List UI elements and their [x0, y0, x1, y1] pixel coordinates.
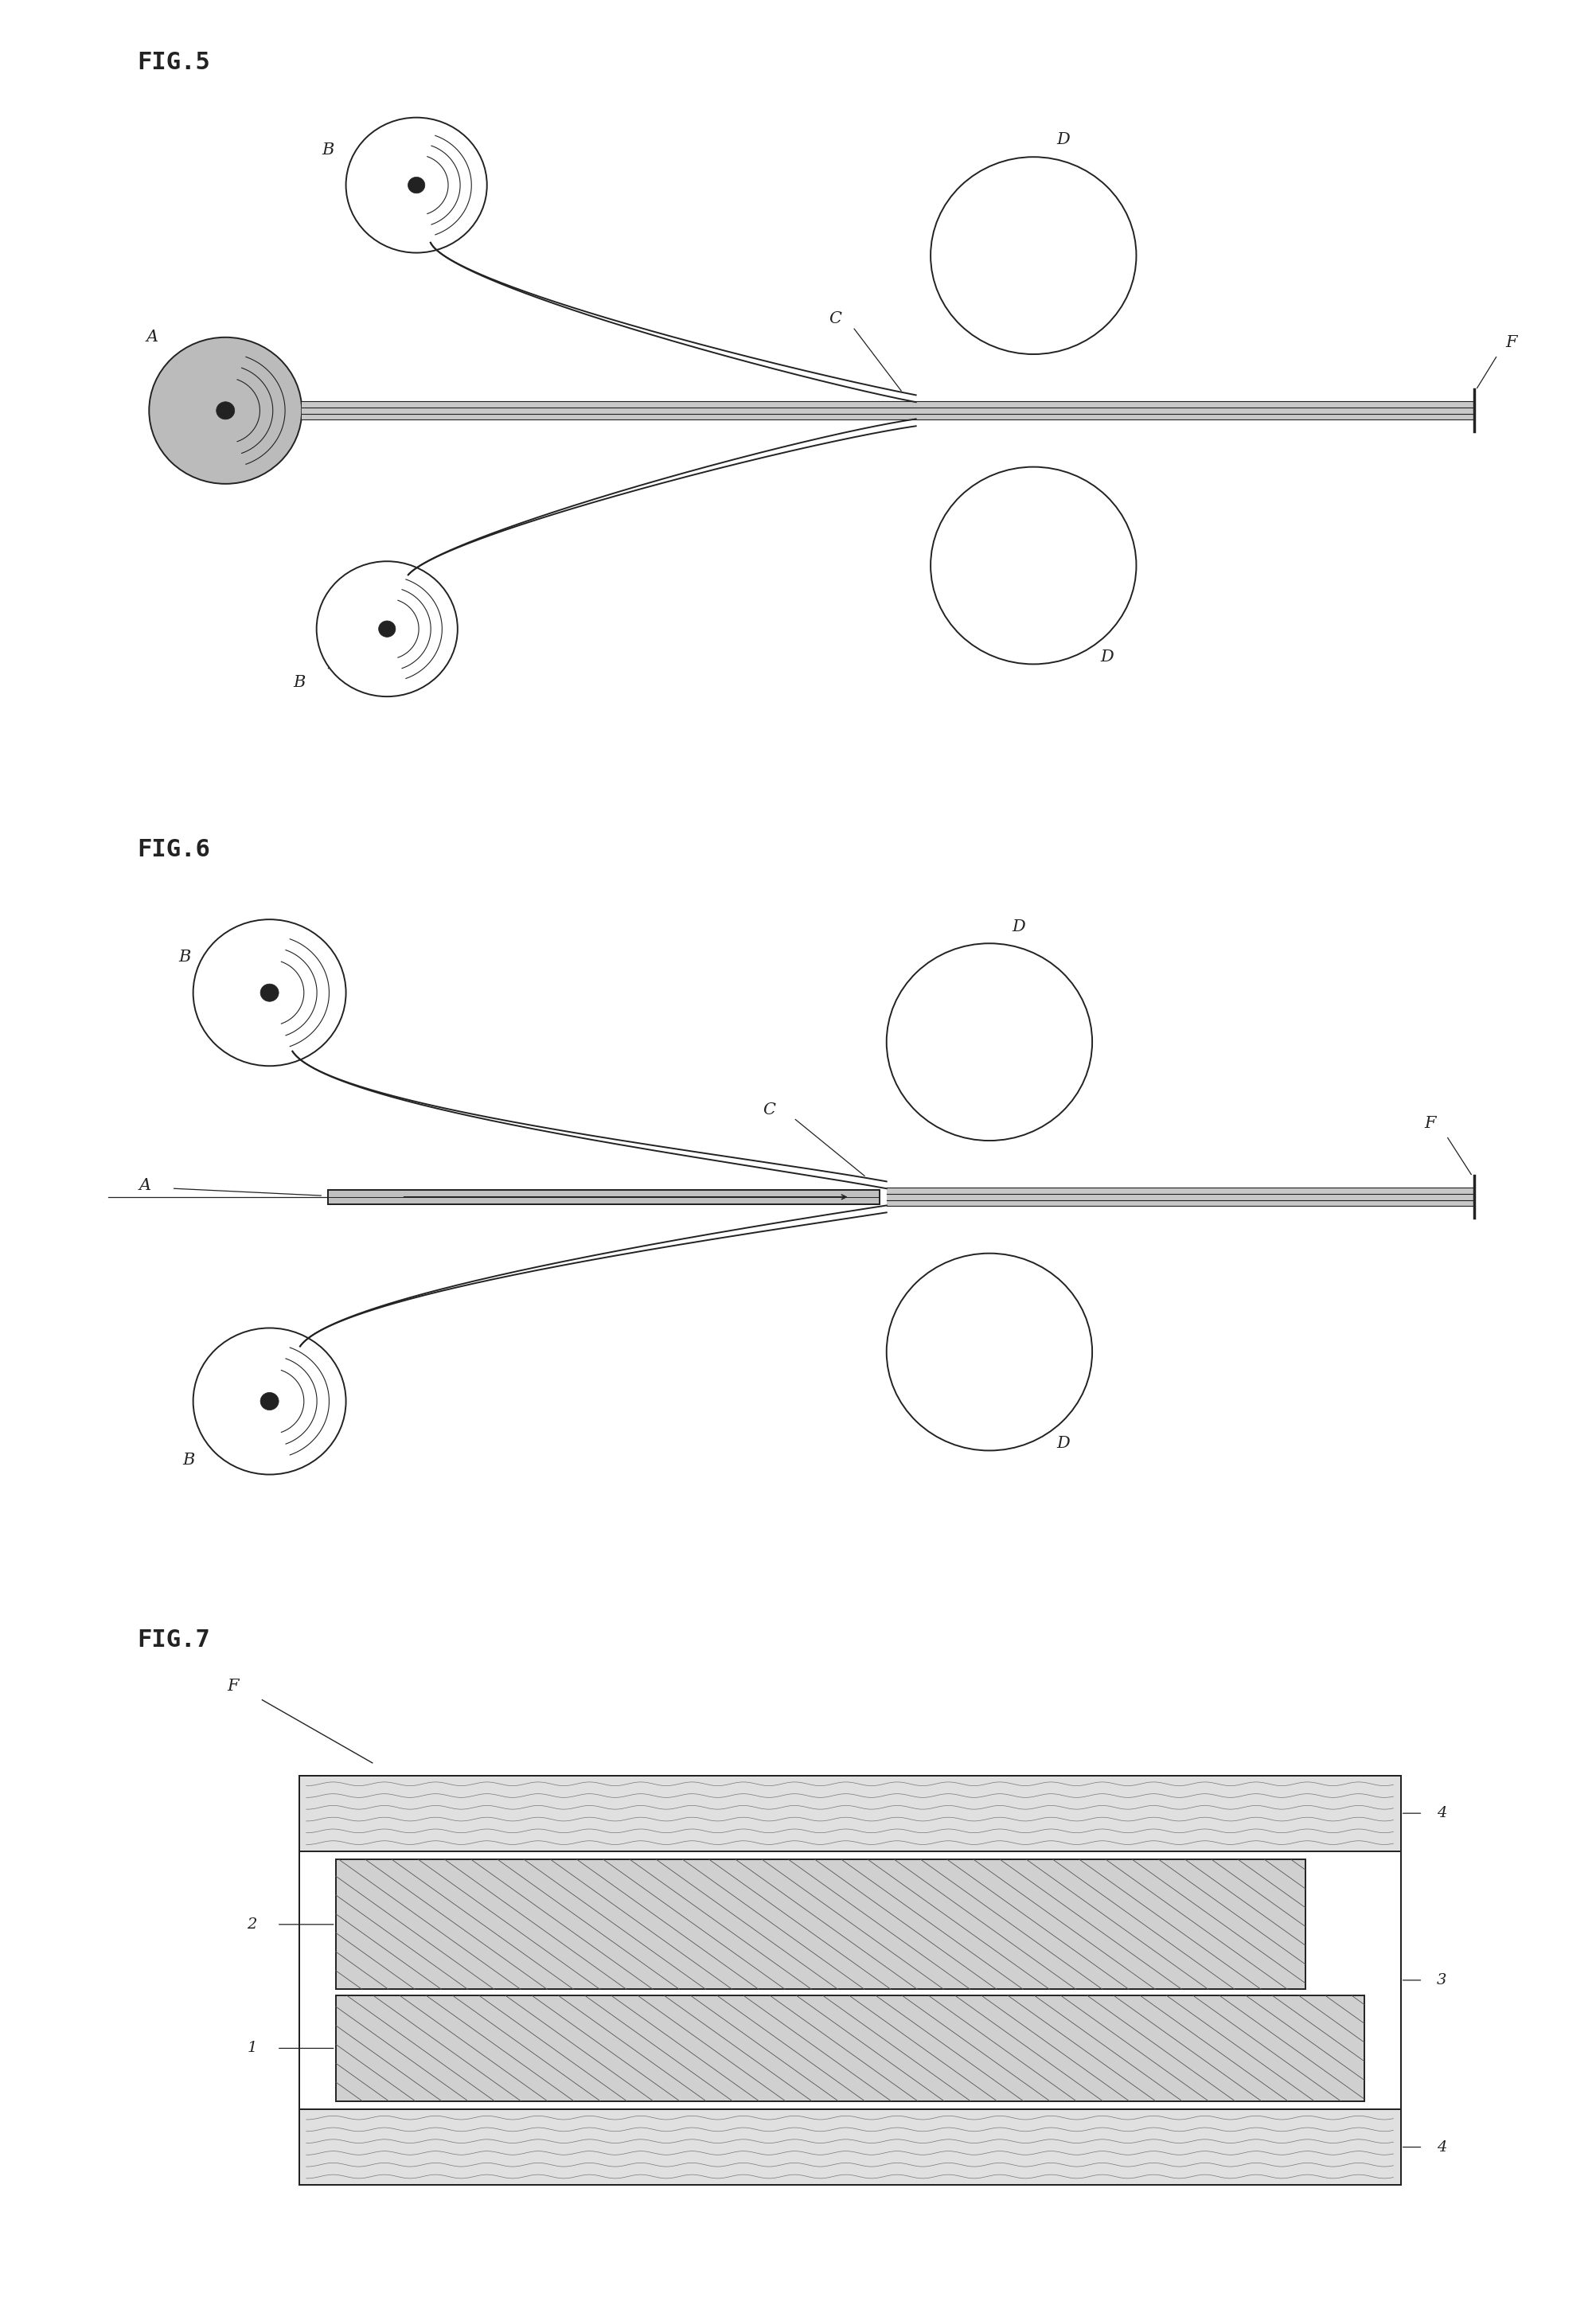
Bar [302, 402, 1473, 419]
Text: B: B [322, 143, 334, 157]
Text: 4: 4 [1436, 2140, 1446, 2153]
Bar [298, 1776, 1400, 2186]
Circle shape [260, 1392, 279, 1411]
Bar [329, 1189, 879, 1205]
Text: A: A [139, 1177, 150, 1194]
Text: C: C [763, 1101, 776, 1117]
Text: FIG.5: FIG.5 [137, 51, 211, 74]
Text: FIG.7: FIG.7 [137, 1628, 211, 1651]
Circle shape [346, 118, 487, 252]
Text: A: A [145, 331, 158, 345]
Bar [886, 1189, 1473, 1205]
Circle shape [378, 620, 396, 636]
Circle shape [886, 1254, 1092, 1450]
Text: D: D [1100, 650, 1112, 664]
Text: D: D [1055, 132, 1069, 148]
Circle shape [260, 983, 279, 1002]
Text: B: B [292, 675, 305, 689]
Circle shape [886, 944, 1092, 1140]
Circle shape [215, 402, 235, 419]
Text: C: C [828, 312, 841, 326]
Bar [298, 1850, 1400, 2109]
Text: 1: 1 [247, 2040, 257, 2056]
Bar [298, 2109, 1400, 2186]
Circle shape [193, 1328, 346, 1473]
Bar [335, 1860, 1304, 1989]
Circle shape [316, 562, 458, 696]
Text: B: B [179, 951, 190, 965]
Circle shape [409, 178, 425, 194]
Text: F: F [227, 1679, 238, 1693]
Bar [335, 1996, 1363, 2100]
Circle shape [193, 921, 346, 1066]
Circle shape [148, 338, 302, 483]
Text: 4: 4 [1436, 1806, 1446, 1820]
Text: B: B [182, 1453, 195, 1469]
Text: 2: 2 [247, 1917, 257, 1931]
Circle shape [930, 467, 1136, 664]
Text: D: D [1012, 918, 1025, 934]
Text: F: F [1505, 335, 1516, 352]
Bar [298, 1776, 1400, 1850]
Text: 3: 3 [1436, 1973, 1446, 1987]
Text: FIG.6: FIG.6 [137, 837, 211, 860]
Text: D: D [1055, 1436, 1069, 1450]
Circle shape [930, 157, 1136, 354]
Text: F: F [1424, 1117, 1435, 1131]
